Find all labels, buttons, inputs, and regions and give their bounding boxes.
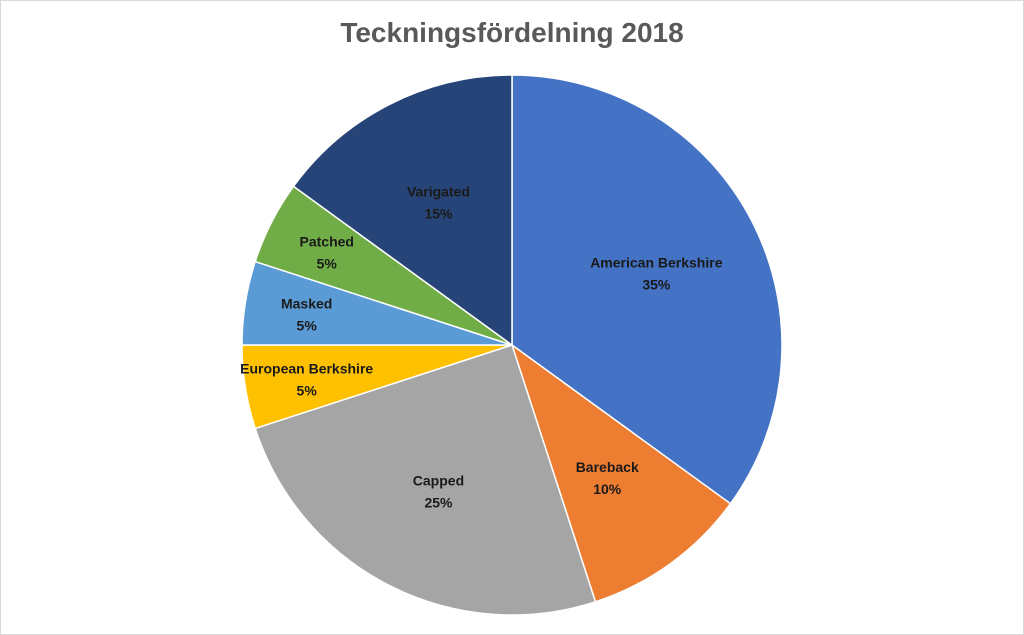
data-label-value: 5% xyxy=(297,317,318,333)
data-label-category: Capped xyxy=(413,472,464,488)
data-label-value: 10% xyxy=(593,481,622,497)
data-label-value: 15% xyxy=(424,206,453,222)
data-label-value: 35% xyxy=(642,276,671,292)
data-label-category: American Berkshire xyxy=(590,254,723,270)
pie-slice-bareback xyxy=(510,343,732,603)
data-label-category: Bareback xyxy=(576,459,639,475)
pie-slice-varigated xyxy=(292,74,513,347)
data-label-category: Varigated xyxy=(407,184,470,200)
data-label-category: Masked xyxy=(281,295,332,311)
data-label-value: 5% xyxy=(317,256,338,272)
data-label-category: Patched xyxy=(300,234,354,250)
data-label-value: 25% xyxy=(424,494,453,510)
pie-slice-american-berkshire xyxy=(511,74,783,505)
data-label-category: European Berkshire xyxy=(240,361,373,377)
pie-slice-capped xyxy=(254,344,597,616)
chart-title: Teckningsfördelning 2018 xyxy=(340,17,684,48)
data-label-value: 5% xyxy=(297,383,318,399)
